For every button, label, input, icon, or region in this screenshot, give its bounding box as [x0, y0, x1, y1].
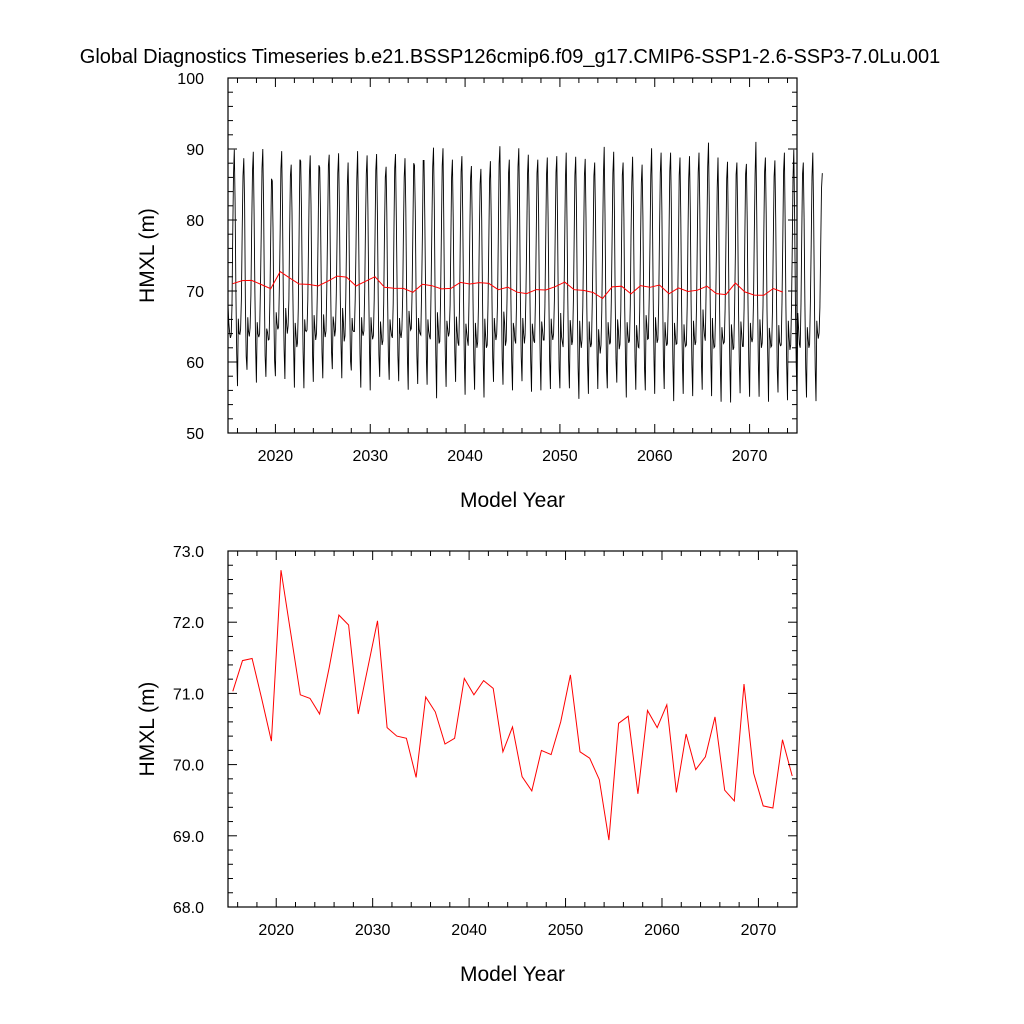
y-tick-label: 80	[186, 213, 204, 230]
x-tick-label: 2020	[258, 448, 294, 465]
y-tick-label: 71.0	[173, 686, 204, 703]
x-axis-label: Model Year	[460, 963, 565, 986]
x-tick-label: 2040	[451, 922, 487, 939]
y-tick-label: 70	[186, 284, 204, 301]
y-tick-label: 68.0	[173, 900, 204, 917]
y-tick-label: 72.0	[173, 615, 204, 632]
y-tick-label: 50	[186, 426, 204, 443]
x-tick-label: 2070	[741, 922, 777, 939]
y-axis-label: HMXL (m)	[136, 682, 159, 777]
x-tick-label: 2060	[637, 448, 673, 465]
timeseries-panel-annual: 2020 2030 2040 2050 2060 2070 68.0 69.0 70.0 71.0…	[136, 544, 798, 986]
y-tick-label: 100	[177, 71, 204, 88]
x-tick-label: 2020	[258, 922, 294, 939]
x-tick-label: 2030	[355, 922, 391, 939]
y-tick-label: 60	[186, 355, 204, 372]
x-tick-label: 2070	[732, 448, 768, 465]
plot-frame	[227, 550, 798, 908]
series-line-annual	[232, 270, 783, 300]
y-tick-label: 70.0	[173, 758, 204, 775]
chart-title: Global Diagnostics Timeseries b.e21.BSSP…	[80, 46, 940, 68]
x-axis-label: Model Year	[460, 489, 565, 512]
x-tick-label: 2050	[548, 922, 584, 939]
series-line-monthly	[227, 141, 823, 403]
series-line-annual	[232, 570, 793, 841]
x-tick-label: 2050	[542, 448, 578, 465]
y-tick-label: 69.0	[173, 829, 204, 846]
y-tick-label: 73.0	[173, 544, 204, 561]
y-tick-label: 90	[186, 142, 204, 159]
plot-frame	[227, 77, 798, 434]
x-tick-label: 2030	[352, 448, 388, 465]
x-tick-label: 2060	[644, 922, 680, 939]
timeseries-panel-monthly: 2020 2030 2040 2050 2060 2070 50 60 70 80 90 100 Mod…	[136, 71, 823, 512]
x-tick-label: 2040	[447, 448, 483, 465]
y-axis-label: HMXL (m)	[136, 208, 159, 303]
